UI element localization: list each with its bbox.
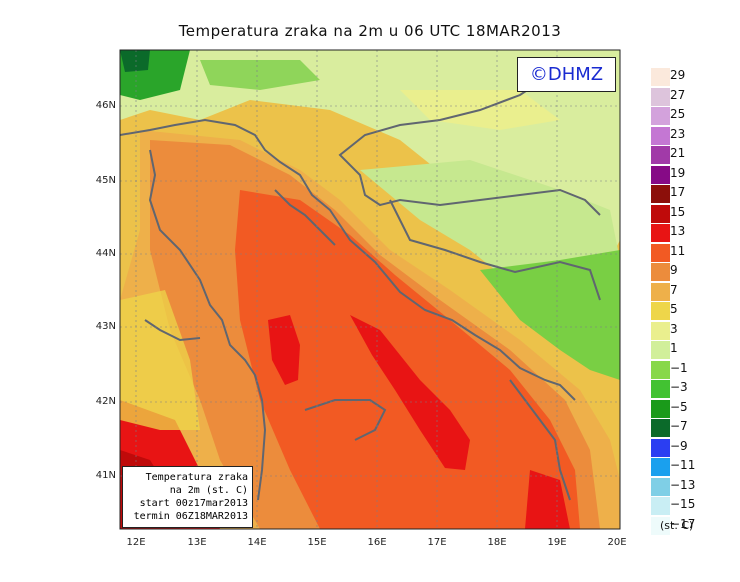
colorbar-label: 29	[670, 68, 686, 82]
colorbar-label: −9	[670, 438, 688, 453]
colorbar-label: 17	[670, 185, 686, 199]
colorbar-label: −13	[670, 477, 696, 492]
map-title: Temperatura zraka na 2m u 06 UTC 18MAR20…	[178, 22, 562, 40]
map-frame	[119, 49, 621, 530]
colorbar-label: 21	[670, 146, 686, 160]
colorbar-swatch	[651, 419, 670, 437]
colorbar-label: −3	[670, 380, 688, 394]
colorbar-label: −15	[670, 497, 696, 511]
dhmz-watermark: ©DHMZ	[517, 57, 616, 92]
lon-label: 14E	[247, 537, 267, 548]
info-line-3: start 00z17mar2013	[139, 498, 248, 509]
colorbar-swatch	[651, 126, 670, 145]
colorbar-label: 19	[670, 165, 686, 180]
temperature-field	[120, 50, 620, 529]
colorbar-swatch	[651, 477, 670, 496]
colorbar-label: −11	[670, 458, 696, 472]
colorbar-swatch	[651, 399, 670, 418]
colorbar-swatch	[651, 68, 670, 86]
colorbar-swatch	[651, 516, 670, 535]
colorbar-label: −17	[670, 516, 696, 531]
colorbar-swatch	[651, 341, 670, 359]
colorbar-swatch	[651, 438, 670, 457]
lon-label: 16E	[367, 537, 387, 548]
colorbar-swatch	[651, 185, 670, 203]
lon-label: 13E	[187, 537, 207, 548]
colorbar-swatch	[651, 360, 670, 379]
colorbar-label: −7	[670, 419, 688, 433]
colorbar-label: 5	[670, 302, 678, 316]
info-line-2: na 2m (st. C)	[169, 485, 248, 496]
colorbar-label: 15	[670, 204, 686, 219]
colorbar-swatch	[651, 282, 670, 301]
colorbar-swatch	[651, 87, 670, 106]
lat-label: 45N	[95, 175, 116, 186]
colorbar-label: 13	[670, 224, 686, 238]
lon-label: 15E	[307, 537, 327, 548]
colorbar-swatch	[651, 458, 670, 476]
colorbar-label: 27	[670, 87, 686, 102]
colorbar-label: −1	[670, 360, 688, 375]
colorbar-swatch	[651, 497, 670, 515]
lon-label: 17E	[427, 537, 447, 548]
info-line-1: Temperatura zraka	[145, 472, 248, 483]
colorbar-swatch	[651, 224, 670, 242]
lon-label: 19E	[547, 537, 567, 548]
colorbar-label: 3	[670, 321, 678, 336]
colorbar-swatch	[651, 107, 670, 125]
colorbar-swatch	[651, 165, 670, 184]
lon-label: 18E	[487, 537, 507, 548]
colorbar-label: 7	[670, 282, 678, 297]
lat-label: 44N	[95, 248, 116, 259]
info-box: Temperatura zraka na 2m (st. C) start 00…	[122, 466, 253, 528]
colorbar-swatch	[651, 321, 670, 340]
colorbar-swatch	[651, 146, 670, 164]
colorbar-swatch	[651, 380, 670, 398]
lat-label: 43N	[95, 321, 116, 332]
colorbar-label: 9	[670, 263, 678, 277]
colorbar-label: 25	[670, 107, 686, 121]
info-line-4: termin 06Z18MAR2013	[133, 511, 248, 522]
lon-label: 20E	[607, 537, 627, 548]
lon-label: 12E	[126, 537, 146, 548]
coastline	[120, 59, 601, 501]
colorbar-swatch	[651, 204, 670, 223]
colorbar-swatch	[651, 243, 670, 262]
colorbar-units: (st. C)	[660, 519, 694, 532]
colorbar-label: 1	[670, 341, 678, 355]
colorbar-label: 11	[670, 243, 686, 258]
colorbar-swatch	[651, 302, 670, 320]
colorbar-label: −5	[670, 399, 688, 414]
lat-label: 42N	[95, 396, 116, 407]
graticule	[120, 50, 620, 529]
colorbar-swatch	[651, 263, 670, 281]
lat-label: 46N	[95, 100, 116, 111]
lat-label: 41N	[95, 470, 116, 481]
colorbar-label: 23	[670, 126, 686, 141]
